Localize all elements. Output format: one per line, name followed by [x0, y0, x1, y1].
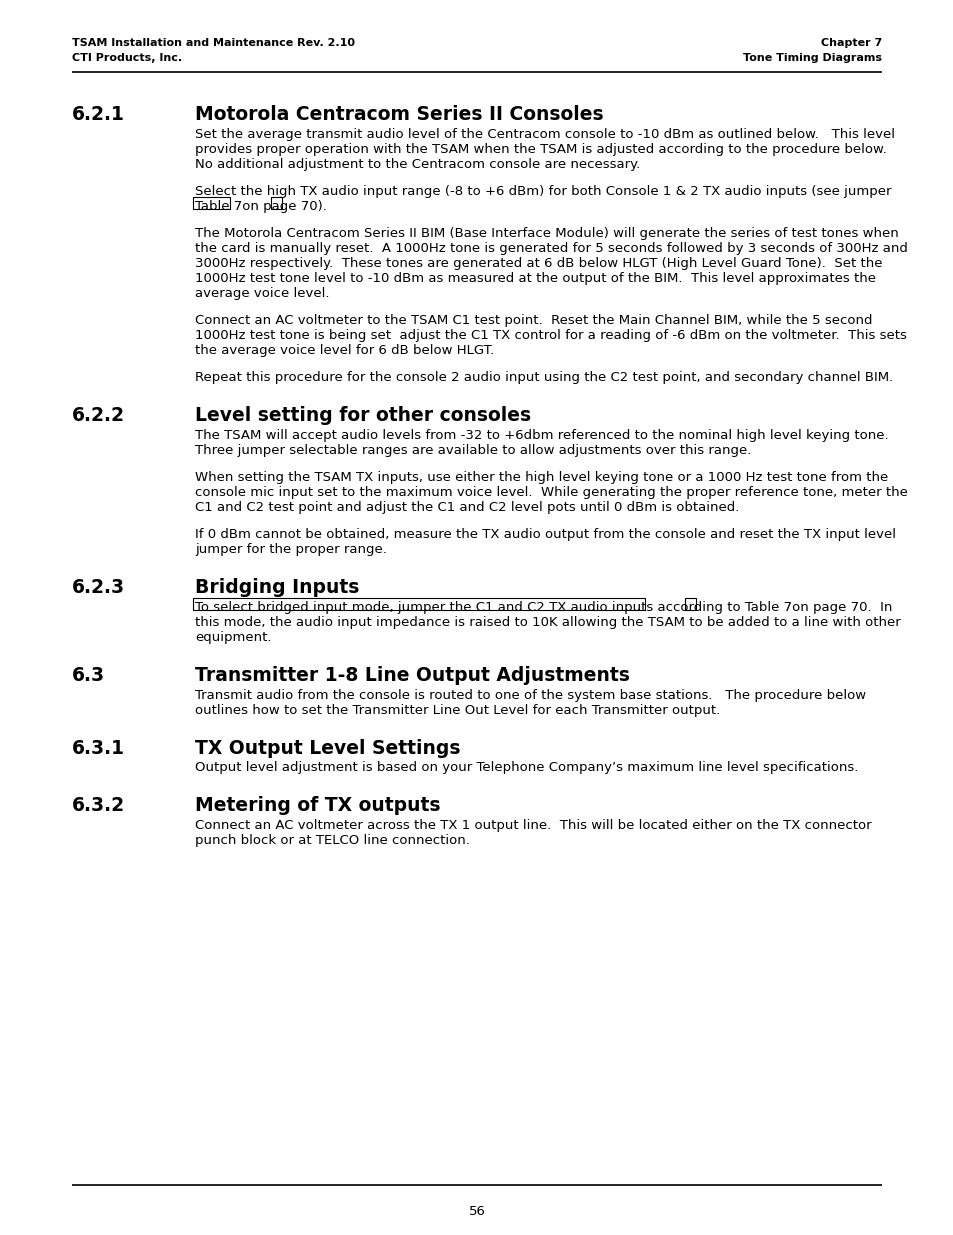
Text: jumper for the proper range.: jumper for the proper range.: [194, 543, 387, 556]
Text: console mic input set to the maximum voice level.  While generating the proper r: console mic input set to the maximum voi…: [194, 485, 907, 499]
Bar: [193, 598, 644, 610]
Text: Level setting for other consoles: Level setting for other consoles: [194, 406, 531, 425]
Text: outlines how to set the Transmitter Line Out Level for each Transmitter output.: outlines how to set the Transmitter Line…: [194, 704, 720, 716]
Text: CTI Products, Inc.: CTI Products, Inc.: [71, 53, 182, 63]
Text: Tone Timing Diagrams: Tone Timing Diagrams: [742, 53, 882, 63]
Text: No additional adjustment to the Centracom console are necessary.: No additional adjustment to the Centraco…: [194, 158, 639, 170]
Text: 6.3.2: 6.3.2: [71, 797, 125, 815]
Text: TX Output Level Settings: TX Output Level Settings: [194, 739, 460, 757]
Text: Bridging Inputs: Bridging Inputs: [194, 578, 359, 597]
Bar: [193, 198, 231, 209]
Text: 6.2.3: 6.2.3: [71, 578, 125, 597]
Text: To select bridged input mode, jumper the C1 and C2 TX audio inputs according to : To select bridged input mode, jumper the…: [194, 600, 891, 614]
Text: TSAM Installation and Maintenance Rev. 2.10: TSAM Installation and Maintenance Rev. 2…: [71, 38, 355, 48]
Text: average voice level.: average voice level.: [194, 287, 329, 300]
Text: equipment.: equipment.: [194, 631, 272, 643]
Text: 6.2.1: 6.2.1: [71, 105, 125, 124]
Text: Repeat this procedure for the console 2 audio input using the C2 test point, and: Repeat this procedure for the console 2 …: [194, 370, 892, 384]
Bar: [684, 598, 696, 610]
Text: provides proper operation with the TSAM when the TSAM is adjusted according to t: provides proper operation with the TSAM …: [194, 143, 886, 156]
Text: Table 7on page 70).: Table 7on page 70).: [194, 200, 327, 212]
Text: the average voice level for 6 dB below HLGT.: the average voice level for 6 dB below H…: [194, 343, 494, 357]
Text: If 0 dBm cannot be obtained, measure the TX audio output from the console and re: If 0 dBm cannot be obtained, measure the…: [194, 527, 895, 541]
Text: 56: 56: [468, 1205, 485, 1218]
Text: punch block or at TELCO line connection.: punch block or at TELCO line connection.: [194, 835, 470, 847]
Text: The TSAM will accept audio levels from -32 to +6dbm referenced to the nominal hi: The TSAM will accept audio levels from -…: [194, 429, 887, 442]
Text: Set the average transmit audio level of the Centracom console to -10 dBm as outl: Set the average transmit audio level of …: [194, 128, 894, 141]
Text: Select the high TX audio input range (-8 to +6 dBm) for both Console 1 & 2 TX au: Select the high TX audio input range (-8…: [194, 185, 890, 198]
Text: 1000Hz test tone level to -10 dBm as measured at the output of the BIM.  This le: 1000Hz test tone level to -10 dBm as mea…: [194, 272, 875, 285]
Text: Motorola Centracom Series II Consoles: Motorola Centracom Series II Consoles: [194, 105, 603, 124]
Text: Connect an AC voltmeter across the TX 1 output line.  This will be located eithe: Connect an AC voltmeter across the TX 1 …: [194, 819, 871, 832]
Text: this mode, the audio input impedance is raised to 10K allowing the TSAM to be ad: this mode, the audio input impedance is …: [194, 616, 900, 629]
Text: Metering of TX outputs: Metering of TX outputs: [194, 797, 440, 815]
Text: The Motorola Centracom Series II BIM (Base Interface Module) will generate the s: The Motorola Centracom Series II BIM (Ba…: [194, 227, 898, 240]
Text: 3000Hz respectively.  These tones are generated at 6 dB below HLGT (High Level G: 3000Hz respectively. These tones are gen…: [194, 257, 882, 270]
Text: 6.2.2: 6.2.2: [71, 406, 125, 425]
Text: the card is manually reset.  A 1000Hz tone is generated for 5 seconds followed b: the card is manually reset. A 1000Hz ton…: [194, 242, 907, 254]
Text: When setting the TSAM TX inputs, use either the high level keying tone or a 1000: When setting the TSAM TX inputs, use eit…: [194, 471, 887, 484]
Text: 1000Hz test tone is being set  adjust the C1 TX control for a reading of -6 dBm : 1000Hz test tone is being set adjust the…: [194, 329, 906, 342]
Text: Transmit audio from the console is routed to one of the system base stations.   : Transmit audio from the console is route…: [194, 689, 865, 701]
Text: 6.3: 6.3: [71, 666, 105, 684]
Text: Chapter 7: Chapter 7: [820, 38, 882, 48]
Text: Output level adjustment is based on your Telephone Company’s maximum line level : Output level adjustment is based on your…: [194, 762, 858, 774]
Text: Connect an AC voltmeter to the TSAM C1 test point.  Reset the Main Channel BIM, : Connect an AC voltmeter to the TSAM C1 t…: [194, 314, 872, 327]
Text: 6.3.1: 6.3.1: [71, 739, 125, 757]
Text: Transmitter 1-8 Line Output Adjustments: Transmitter 1-8 Line Output Adjustments: [194, 666, 629, 684]
Text: Three jumper selectable ranges are available to allow adjustments over this rang: Three jumper selectable ranges are avail…: [194, 443, 751, 457]
Bar: [271, 198, 282, 209]
Text: C1 and C2 test point and adjust the C1 and C2 level pots until 0 dBm is obtained: C1 and C2 test point and adjust the C1 a…: [194, 501, 739, 514]
